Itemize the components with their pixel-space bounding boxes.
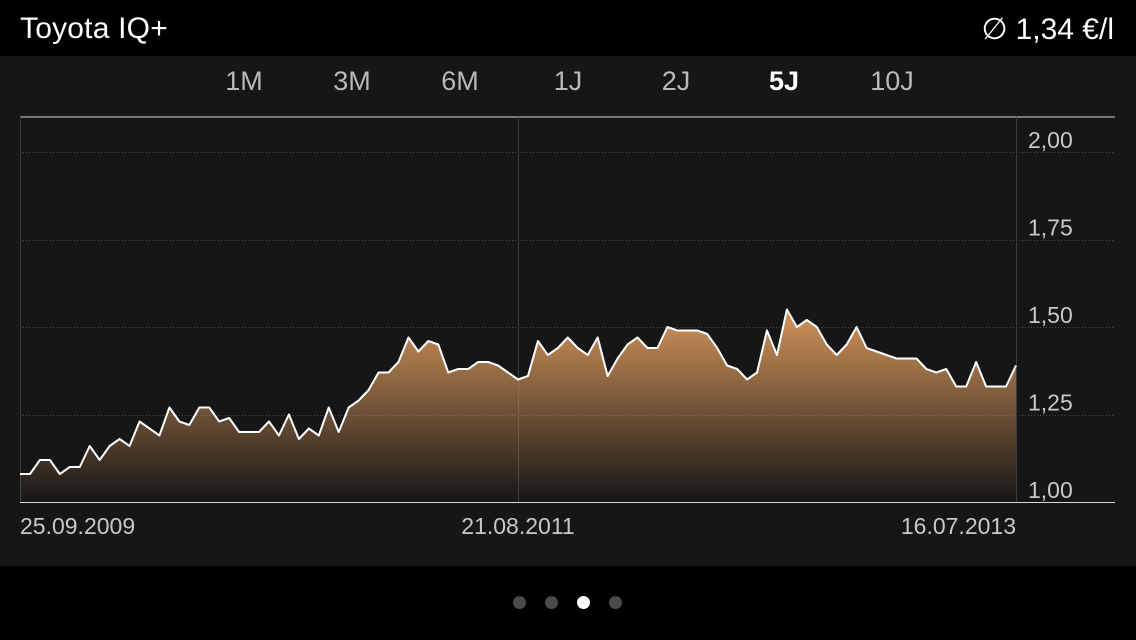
- price-chart: 1,00 1,25 1,50 1,75 2,00 25.09.2009 21.08.2011…: [20, 116, 1115, 539]
- x-tick-label: 25.09.2009: [20, 513, 135, 539]
- page-title: Toyota IQ+: [20, 12, 168, 45]
- page-dot-1[interactable]: [513, 596, 526, 609]
- tab-10j[interactable]: 10J: [870, 66, 914, 96]
- tab-6m[interactable]: 6M: [441, 66, 479, 96]
- x-tick-label: 21.08.2011: [461, 513, 574, 539]
- tab-2j[interactable]: 2J: [661, 66, 691, 96]
- tab-5j[interactable]: 5J: [768, 66, 800, 96]
- y-tick-label: 1,00: [1028, 477, 1073, 503]
- average-price: ∅ 1,34 €/l: [981, 12, 1114, 47]
- y-tick-label: 1,25: [1028, 390, 1073, 416]
- page-dot-3[interactable]: [577, 596, 590, 609]
- page-dot-2[interactable]: [545, 596, 558, 609]
- range-tabs: 1M 3M 6M 1J 2J 5J 10J: [0, 60, 1136, 106]
- y-tick-label: 1,75: [1028, 215, 1073, 241]
- page-dot-4[interactable]: [609, 596, 622, 609]
- header-bar: Toyota IQ+ ∅ 1,34 €/l: [0, 0, 1136, 56]
- y-tick-label: 2,00: [1028, 127, 1073, 153]
- tab-3m[interactable]: 3M: [333, 66, 371, 96]
- series-line: [20, 308, 1017, 475]
- y-tick-label: 1,50: [1028, 302, 1073, 328]
- tab-1m[interactable]: 1M: [225, 66, 263, 96]
- tab-1j[interactable]: 1J: [553, 66, 583, 96]
- page-indicator: [0, 592, 1136, 614]
- x-tick-label: 16.07.2013: [901, 513, 1016, 539]
- series-area: [20, 309, 1016, 502]
- average-symbol: ∅: [981, 13, 1008, 46]
- average-value: 1,34 €/l: [1015, 13, 1114, 46]
